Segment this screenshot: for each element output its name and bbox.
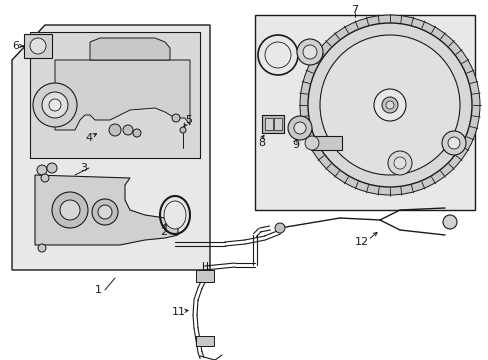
Bar: [196, 336, 214, 346]
Circle shape: [381, 97, 397, 113]
Polygon shape: [55, 60, 190, 130]
Text: 2: 2: [160, 227, 167, 237]
Circle shape: [307, 23, 471, 187]
Bar: [273, 118, 282, 130]
Circle shape: [296, 39, 323, 65]
Circle shape: [299, 15, 479, 195]
Text: 13: 13: [437, 143, 451, 153]
Circle shape: [293, 122, 305, 134]
Circle shape: [133, 129, 141, 137]
Circle shape: [33, 83, 77, 127]
Circle shape: [305, 136, 318, 150]
Circle shape: [180, 127, 185, 133]
Polygon shape: [12, 25, 209, 270]
Polygon shape: [90, 38, 170, 60]
Circle shape: [49, 99, 61, 111]
Text: 3: 3: [80, 163, 87, 173]
Text: 7: 7: [351, 5, 358, 15]
Circle shape: [42, 92, 68, 118]
Circle shape: [441, 131, 465, 155]
Circle shape: [172, 114, 180, 122]
Text: 5: 5: [184, 115, 192, 125]
Text: 8: 8: [258, 138, 264, 148]
Circle shape: [98, 205, 112, 219]
Circle shape: [264, 42, 290, 68]
Circle shape: [447, 137, 459, 149]
Text: 6: 6: [12, 41, 19, 51]
Circle shape: [123, 125, 133, 135]
Circle shape: [393, 157, 405, 169]
Circle shape: [274, 223, 285, 233]
Circle shape: [319, 35, 459, 175]
Text: 12: 12: [354, 237, 368, 247]
Circle shape: [442, 215, 456, 229]
Text: 11: 11: [172, 307, 185, 317]
Circle shape: [37, 165, 47, 175]
Bar: [264, 118, 272, 130]
Text: 4: 4: [85, 133, 92, 143]
Ellipse shape: [163, 201, 185, 229]
Bar: [311, 136, 341, 150]
Circle shape: [109, 124, 121, 136]
Circle shape: [38, 244, 46, 252]
Circle shape: [385, 101, 393, 109]
Circle shape: [41, 174, 49, 182]
Circle shape: [92, 199, 118, 225]
Circle shape: [373, 89, 405, 121]
Bar: [262, 115, 284, 133]
Polygon shape: [30, 32, 200, 158]
Circle shape: [387, 151, 411, 175]
Bar: [24, 34, 52, 58]
Circle shape: [30, 38, 46, 54]
Circle shape: [52, 192, 88, 228]
Polygon shape: [35, 175, 178, 245]
Text: 9: 9: [291, 140, 299, 150]
Circle shape: [287, 116, 311, 140]
Bar: [254, 15, 474, 210]
Text: 10: 10: [334, 143, 348, 153]
Bar: [196, 270, 214, 282]
Text: 1: 1: [95, 285, 102, 295]
Circle shape: [60, 200, 80, 220]
Circle shape: [47, 163, 57, 173]
Circle shape: [303, 45, 316, 59]
